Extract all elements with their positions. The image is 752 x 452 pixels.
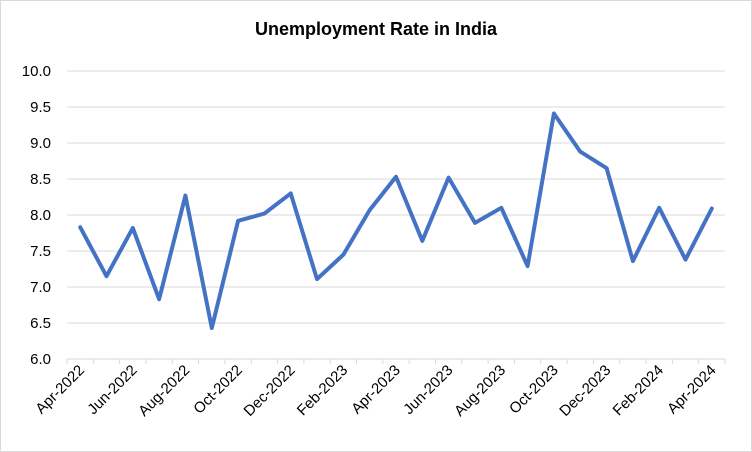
data-point bbox=[553, 112, 555, 114]
y-tick-label: 6.5 bbox=[30, 315, 51, 332]
data-point bbox=[342, 254, 344, 256]
data-point bbox=[711, 208, 713, 210]
x-tick-label: Dec-2023 bbox=[556, 362, 614, 420]
data-point bbox=[237, 220, 239, 222]
x-tick-label: Apr-2023 bbox=[348, 362, 404, 418]
data-point bbox=[527, 265, 529, 267]
data-point bbox=[316, 278, 318, 280]
data-point bbox=[211, 327, 213, 329]
data-point bbox=[685, 259, 687, 261]
y-tick-label: 9.5 bbox=[30, 99, 51, 116]
x-tick-label: Dec-2022 bbox=[241, 362, 299, 420]
data-point bbox=[79, 226, 81, 228]
series-line bbox=[78, 111, 714, 330]
y-tick-label: 7.5 bbox=[30, 243, 51, 260]
y-tick-label: 8.0 bbox=[30, 207, 51, 224]
y-tick-label: 8.5 bbox=[30, 171, 51, 188]
y-tick-label: 7.0 bbox=[30, 279, 51, 296]
y-tick-label: 10.0 bbox=[22, 63, 51, 80]
data-point bbox=[500, 207, 502, 209]
x-tick-label: Oct-2022 bbox=[190, 362, 246, 418]
data-point bbox=[421, 240, 423, 242]
data-point bbox=[263, 213, 265, 215]
chart-title: Unemployment Rate in India bbox=[254, 19, 498, 39]
data-point bbox=[132, 227, 134, 229]
x-tick-label: Apr-2022 bbox=[32, 362, 88, 418]
data-point bbox=[658, 207, 660, 209]
y-tick-label: 6.0 bbox=[30, 351, 51, 368]
data-point bbox=[448, 177, 450, 179]
data-point bbox=[395, 176, 397, 178]
x-tick-label: Feb-2023 bbox=[294, 362, 351, 419]
x-tick-label: Jun-2022 bbox=[84, 362, 140, 418]
x-tick-label: Aug-2023 bbox=[451, 362, 509, 420]
data-point bbox=[632, 260, 634, 262]
y-tick-label: 9.0 bbox=[30, 135, 51, 152]
x-tick-label: Oct-2023 bbox=[506, 362, 562, 418]
data-point bbox=[158, 298, 160, 300]
x-tick-label: Jun-2023 bbox=[400, 362, 456, 418]
data-point bbox=[579, 151, 581, 153]
x-tick-label: Apr-2024 bbox=[664, 362, 720, 418]
data-point bbox=[369, 209, 371, 211]
data-point bbox=[290, 192, 292, 194]
data-point bbox=[105, 275, 107, 277]
data-point bbox=[474, 222, 476, 224]
x-tick-label: Feb-2024 bbox=[610, 362, 667, 419]
x-tick-label: Aug-2022 bbox=[135, 362, 193, 420]
data-point bbox=[606, 167, 608, 169]
data-point bbox=[184, 195, 186, 197]
